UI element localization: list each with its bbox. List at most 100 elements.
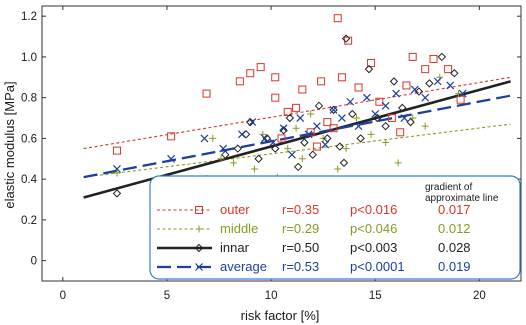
legend-gradient-header-line1: gradient of bbox=[425, 182, 472, 193]
data-point-outer bbox=[375, 97, 384, 106]
data-point-outer bbox=[312, 142, 321, 151]
data-point-outer bbox=[167, 132, 176, 141]
data-point-innar bbox=[308, 150, 317, 159]
data-point-middle bbox=[113, 169, 121, 177]
legend-row-innar: innar r=0.50 p<0.003 0.028 bbox=[157, 240, 471, 255]
data-point-average bbox=[269, 138, 278, 147]
data-point-innar bbox=[381, 121, 390, 131]
data-point-middle bbox=[230, 159, 238, 167]
data-point-middle bbox=[352, 114, 360, 122]
legend-box bbox=[149, 175, 521, 280]
data-point-innar bbox=[348, 109, 357, 119]
data-point-middle bbox=[394, 159, 402, 167]
legend-marker bbox=[195, 225, 203, 233]
legend-marker bbox=[194, 243, 204, 253]
data-point-innar bbox=[262, 134, 272, 143]
legend-gradient-value: 0.017 bbox=[438, 202, 471, 217]
legend-gradient-value: 0.019 bbox=[438, 259, 471, 274]
data-point-outer bbox=[367, 59, 376, 68]
data-point-innar bbox=[406, 117, 415, 127]
data-point-outer bbox=[246, 69, 255, 78]
data-point-outer bbox=[396, 128, 405, 137]
legend-r-value: r=0.35 bbox=[282, 202, 319, 217]
data-point-innar bbox=[314, 101, 324, 111]
data-point-middle bbox=[298, 155, 306, 163]
data-point-average bbox=[354, 122, 363, 131]
legend-p-value: p<0.003 bbox=[350, 240, 397, 255]
data-point-innar bbox=[285, 113, 295, 123]
data-point-innar bbox=[414, 87, 424, 96]
data-point-outer bbox=[444, 65, 453, 74]
data-point-average bbox=[433, 77, 442, 86]
data-point-outer bbox=[337, 73, 346, 82]
data-point-average bbox=[287, 150, 296, 159]
data-point-middle bbox=[209, 134, 217, 142]
data-point-average bbox=[219, 144, 228, 153]
legend-label: average bbox=[220, 259, 267, 274]
data-point-middle bbox=[342, 145, 350, 153]
legend-marker bbox=[195, 206, 203, 214]
fit-line-middle bbox=[83, 123, 511, 178]
y-tick-label: 0.6 bbox=[21, 133, 37, 145]
legend-row-average: average r=0.53 p<0.0001 0.019 bbox=[157, 259, 471, 274]
data-points bbox=[112, 14, 467, 204]
fit-line-average bbox=[83, 94, 511, 179]
legend-label: outer bbox=[220, 202, 250, 217]
data-point-average bbox=[200, 134, 209, 143]
data-point-middle bbox=[334, 165, 342, 173]
data-point-outer bbox=[271, 93, 280, 102]
legend: gradient of approximate line outer r=0.35… bbox=[149, 175, 521, 280]
legend-rows: outer r=0.35 p<0.016 0.017 middle r=0.29 p<0.0… bbox=[157, 202, 471, 274]
data-point-average bbox=[362, 93, 371, 102]
data-point-innar bbox=[221, 150, 230, 159]
data-point-innar bbox=[246, 117, 255, 127]
data-point-outer bbox=[408, 52, 417, 61]
data-point-innar bbox=[112, 189, 122, 198]
data-point-middle bbox=[382, 138, 390, 146]
data-point-average bbox=[392, 89, 400, 98]
data-point-innar bbox=[450, 69, 459, 78]
x-tick-label: 20 bbox=[473, 290, 486, 302]
data-point-average bbox=[296, 114, 305, 122]
data-point-outer bbox=[421, 65, 430, 74]
data-point-innar bbox=[254, 154, 263, 163]
data-point-average bbox=[458, 89, 467, 98]
legend-p-value: p<0.046 bbox=[350, 221, 397, 236]
legend-label: middle bbox=[220, 221, 258, 236]
data-point-average bbox=[400, 114, 409, 122]
data-point-outer bbox=[429, 54, 438, 63]
y-tick-label: 0.2 bbox=[21, 215, 37, 227]
data-point-middle bbox=[284, 145, 292, 153]
data-point-average bbox=[371, 110, 380, 118]
y-tick-label: 0.4 bbox=[21, 174, 38, 186]
legend-gradient-value: 0.012 bbox=[438, 221, 471, 236]
data-point-innar bbox=[233, 144, 242, 153]
data-point-outer bbox=[329, 124, 338, 133]
legend-r-value: r=0.53 bbox=[282, 259, 319, 274]
data-point-innar bbox=[389, 77, 399, 86]
y-axis-label: elastic modulus [MPa] bbox=[2, 81, 17, 208]
data-point-innar bbox=[398, 103, 407, 113]
data-point-average bbox=[248, 118, 257, 127]
data-point-middle bbox=[307, 110, 315, 118]
data-point-innar bbox=[335, 142, 345, 151]
data-point-average bbox=[113, 165, 121, 173]
y-tick-label: 0.8 bbox=[21, 93, 37, 105]
fit-line-outer bbox=[83, 76, 511, 150]
data-point-average bbox=[304, 130, 313, 139]
data-point-outer bbox=[354, 83, 363, 92]
axis-ticks: 0 5 10 15 20 0 0.2 0.4 0.6 0.8 1.0 1.2 bbox=[21, 6, 521, 302]
data-point-middle bbox=[421, 122, 429, 130]
data-point-outer bbox=[277, 134, 286, 143]
data-point-innar bbox=[300, 138, 309, 147]
data-point-outer bbox=[256, 63, 265, 72]
data-point-outer bbox=[387, 114, 396, 123]
data-point-average bbox=[312, 122, 321, 131]
legend-row-middle: middle r=0.29 p<0.046 0.012 bbox=[157, 221, 471, 236]
data-point-innar bbox=[437, 52, 447, 62]
data-point-innar bbox=[329, 105, 338, 115]
legend-r-value: r=0.50 bbox=[282, 240, 319, 255]
data-point-outer bbox=[333, 14, 342, 23]
data-point-innar bbox=[356, 134, 365, 143]
legend-row-outer: outer r=0.35 p<0.016 0.017 bbox=[157, 202, 471, 217]
